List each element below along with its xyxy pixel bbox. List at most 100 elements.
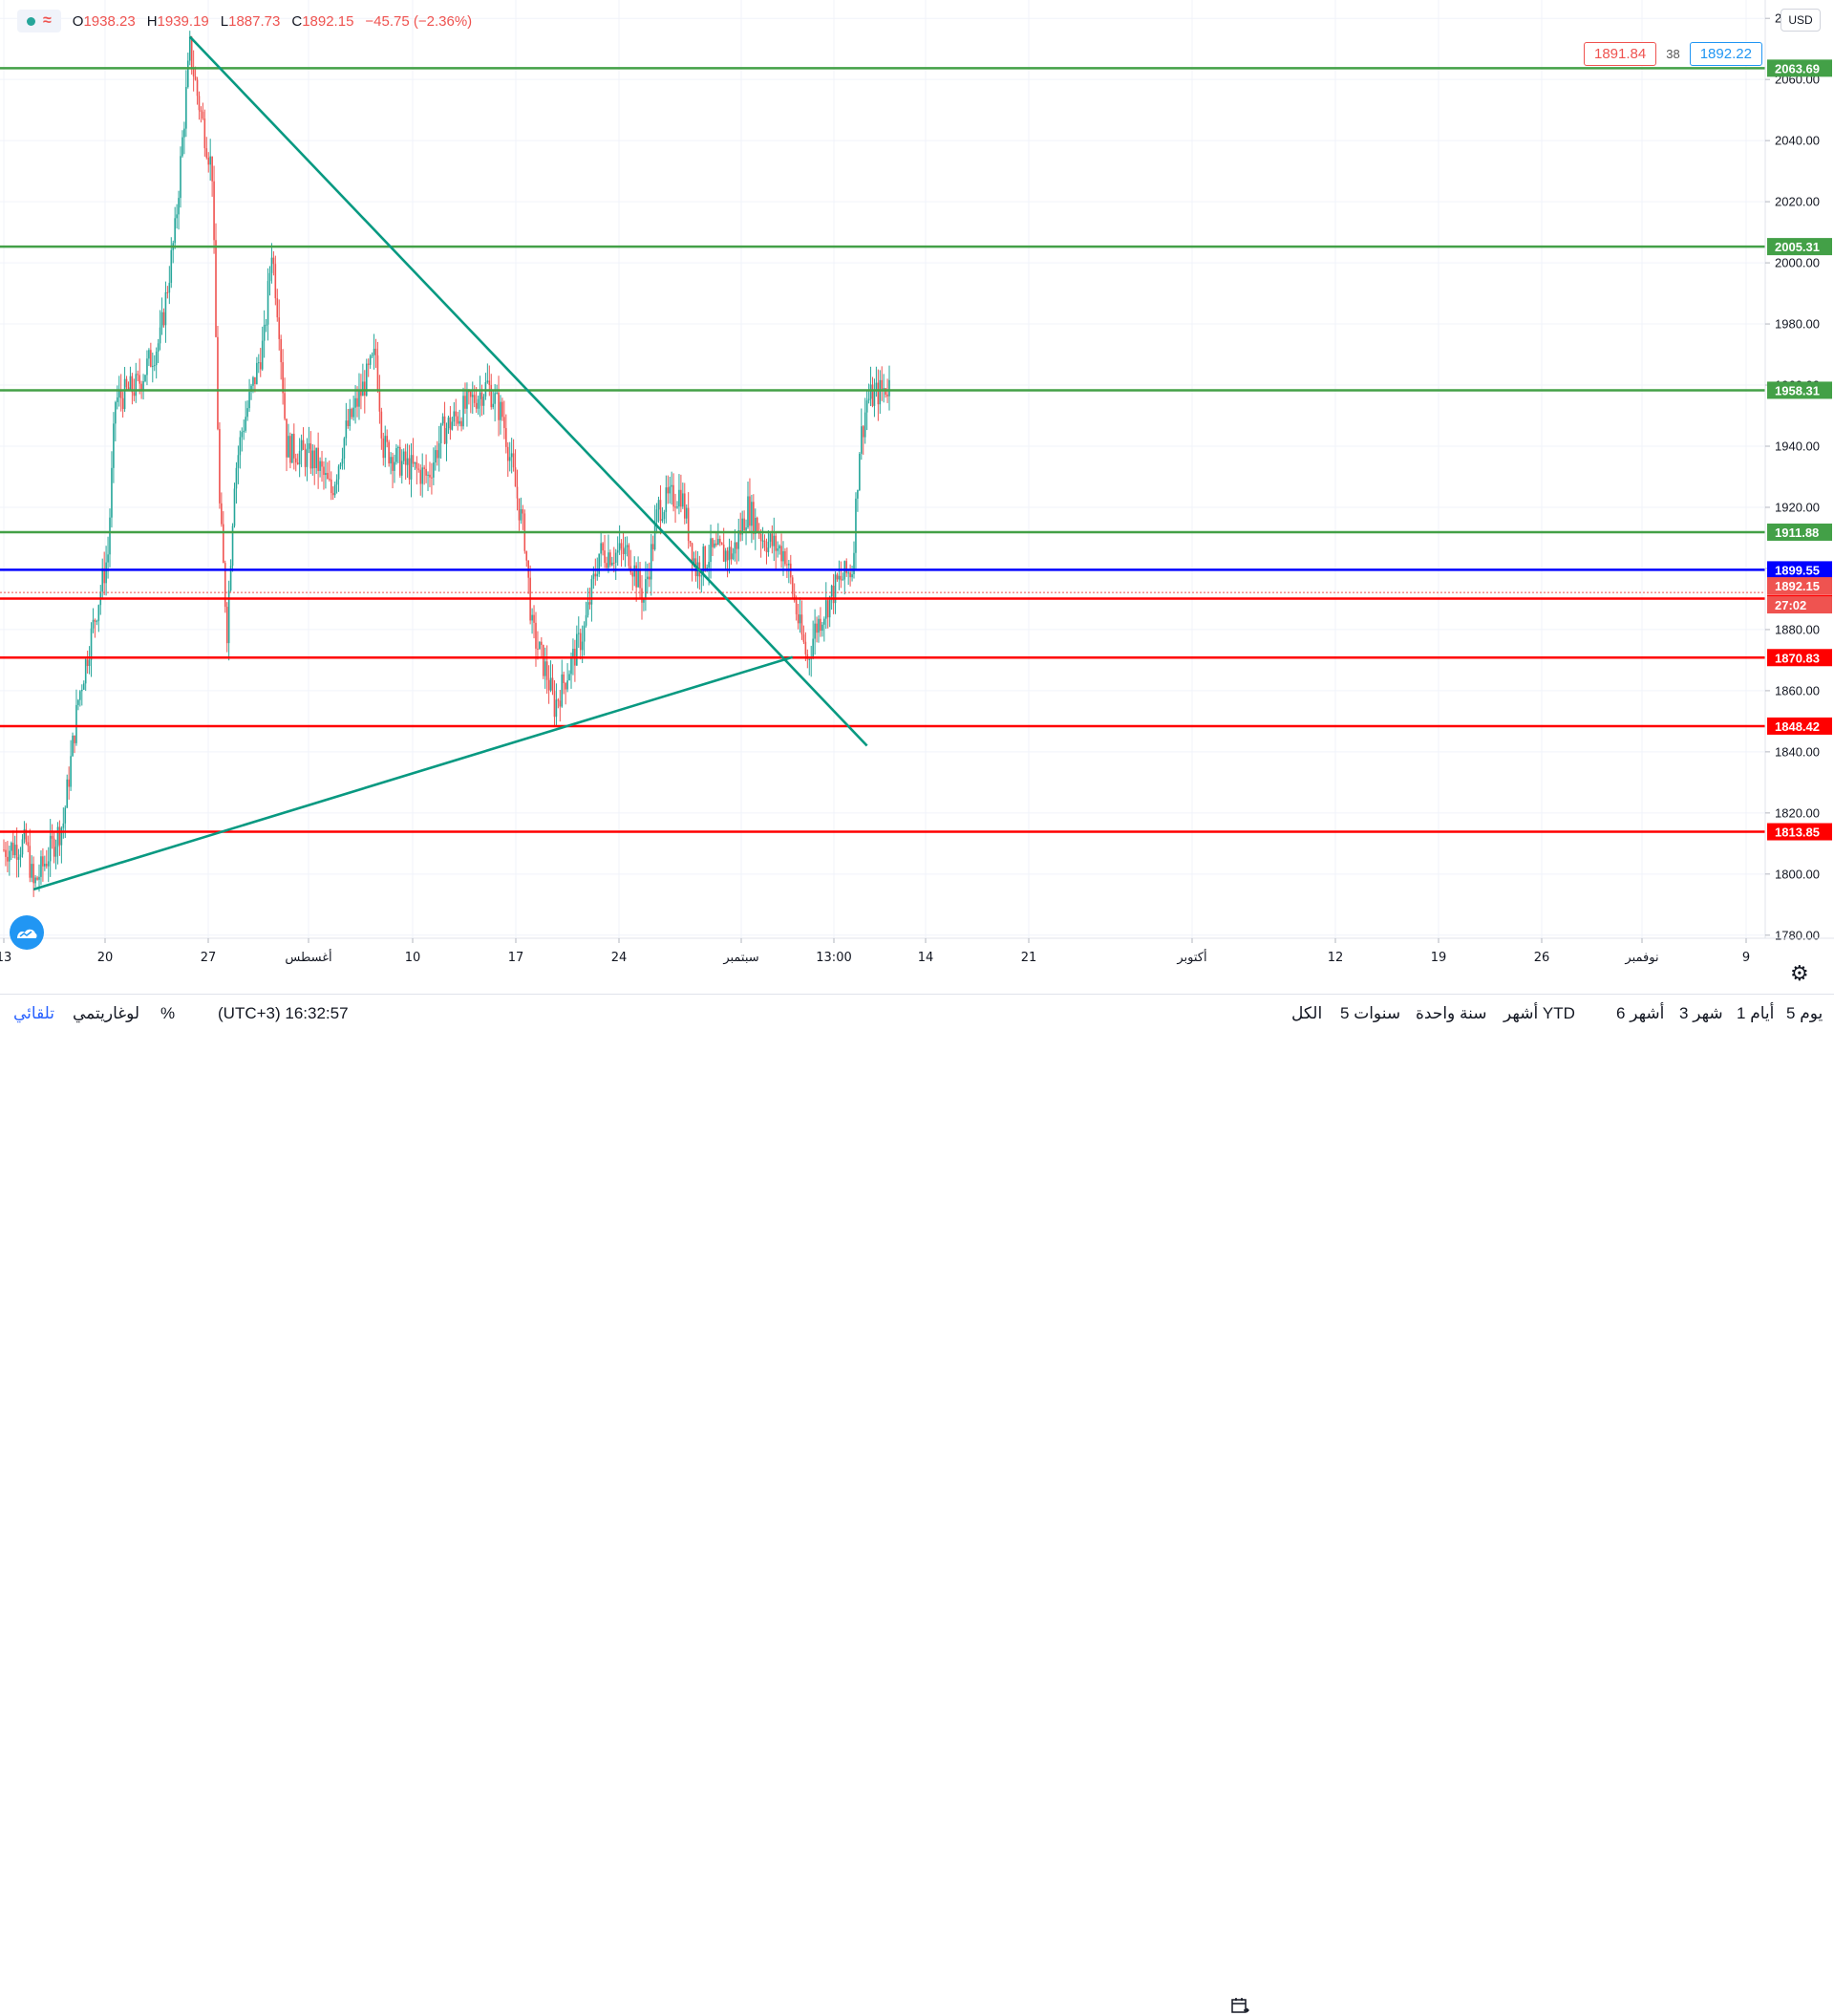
candle-body: [600, 543, 602, 554]
range-ytd[interactable]: أشهر YTD: [1503, 1004, 1575, 1022]
time-axis[interactable]: 13 20 27 أغسطس 10 17 24 سبتمبر 13:00 14 21 أكتوبر 12…: [0, 937, 1834, 965]
candle-body: [408, 458, 411, 480]
level-tag-1870.83[interactable]: 1870.83: [1775, 651, 1820, 665]
range-5d[interactable]: يوم 5: [1786, 1004, 1823, 1022]
dot-icon[interactable]: [27, 16, 35, 26]
level-tag-1958.31-bg[interactable]: [1767, 381, 1832, 399]
candle-body: [651, 544, 654, 550]
level-tag-1899.55[interactable]: 1899.55: [1775, 563, 1820, 577]
candle-body: [799, 614, 801, 624]
candle-body: [72, 735, 74, 757]
range-3m[interactable]: شهر 3: [1679, 1004, 1723, 1022]
candle-body: [557, 699, 560, 701]
legend-controls[interactable]: ≈: [17, 10, 61, 32]
range-1m[interactable]: أيام 1: [1737, 1004, 1775, 1022]
candle-body: [32, 864, 34, 884]
candle-body: [429, 474, 431, 478]
candle-body: [168, 282, 171, 293]
candle-body: [753, 502, 755, 534]
currency-button[interactable]: USD: [1781, 9, 1821, 32]
candle-body: [414, 461, 416, 464]
time-tick-label: 10: [405, 951, 421, 965]
candle-body: [66, 779, 69, 808]
price-tick-label: 1940.00: [1775, 440, 1820, 454]
candle-body: [291, 434, 293, 463]
candle-body: [726, 550, 729, 561]
candle-body: [471, 395, 474, 397]
trend-lines[interactable]: [32, 35, 868, 891]
range-6m[interactable]: أشهر 6: [1616, 1004, 1665, 1022]
trend-line-2[interactable]: [32, 655, 794, 891]
level-tag-2063.69[interactable]: 2063.69: [1775, 61, 1820, 75]
candle-body: [602, 543, 604, 551]
level-tag-1911.88-bg[interactable]: [1767, 523, 1832, 541]
price-tick-label: 1860.00: [1775, 683, 1820, 697]
candle-body: [563, 674, 565, 684]
candle-body: [724, 550, 727, 562]
level-tag-1813.85[interactable]: 1813.85: [1775, 826, 1820, 840]
countdown-tag-bg[interactable]: [1767, 596, 1832, 614]
candle-body: [436, 450, 438, 459]
candle-body: [869, 384, 872, 399]
countdown-tag[interactable]: 27:02: [1775, 598, 1806, 612]
level-tag-2063.69-bg[interactable]: [1767, 59, 1832, 77]
price-chart[interactable]: 1780.00 1800.00 1820.00 1840.00 1860.00 1880.…: [0, 0, 1834, 994]
candle-body: [886, 395, 888, 397]
settings-gear-icon[interactable]: ⚙: [1790, 961, 1809, 985]
range-5y[interactable]: 5 سنوات: [1340, 1004, 1401, 1022]
candle-body: [836, 574, 839, 580]
trend-line-1[interactable]: [188, 35, 868, 747]
candle-body: [11, 843, 14, 856]
timezone-clock[interactable]: (UTC+3) 16:32:57: [218, 1004, 349, 1022]
time-tick-label: سبتمبر: [722, 951, 758, 965]
log-scale-toggle[interactable]: لوغاريتمي: [73, 1004, 140, 1022]
candle-body: [741, 518, 743, 535]
last-price-tag-bg[interactable]: [1767, 577, 1832, 595]
auto-scale-toggle[interactable]: تلقائي: [13, 1004, 55, 1022]
candle-body: [131, 375, 134, 393]
range-1y[interactable]: سنة واحدة: [1416, 1004, 1487, 1022]
candle-body: [365, 363, 368, 396]
candle-body: [183, 128, 185, 138]
level-tag-1958.31[interactable]: 1958.31: [1775, 383, 1820, 397]
candle-body: [258, 362, 260, 364]
time-tick-label: 21: [1021, 951, 1037, 965]
candle-body: [80, 689, 83, 692]
level-tag-1813.85-bg[interactable]: [1767, 823, 1832, 841]
candle-body: [202, 111, 204, 118]
horizontal-levels[interactable]: [0, 67, 1765, 833]
bid-price[interactable]: 1891.84: [1584, 42, 1657, 66]
level-tag-1911.88[interactable]: 1911.88: [1775, 525, 1819, 540]
open-value: O1938.23: [72, 12, 136, 30]
level-tag-2005.31-bg[interactable]: [1767, 238, 1832, 256]
candle-body: [317, 447, 319, 471]
level-tag-2005.31[interactable]: 2005.31: [1775, 240, 1820, 254]
price-axis[interactable]: 1780.00 1800.00 1820.00 1840.00 1860.00 1880.…: [1764, 0, 1834, 942]
candle-body: [802, 634, 805, 642]
level-tag-1870.83-bg[interactable]: [1767, 649, 1832, 667]
calendar-range-icon[interactable]: [1229, 1995, 1250, 2016]
candle-body: [54, 847, 57, 857]
last-price-tag[interactable]: 1892.15: [1775, 579, 1820, 593]
candle-body: [804, 641, 807, 654]
candle-body: [653, 522, 656, 550]
candle-body: [648, 576, 650, 580]
ask-price[interactable]: 1892.22: [1689, 42, 1762, 66]
candle-body: [480, 392, 483, 406]
candle-body: [194, 76, 197, 80]
level-tag-1848.42-bg[interactable]: [1767, 717, 1832, 735]
candle-body: [395, 448, 397, 462]
candle-body: [58, 826, 61, 846]
level-tag-1899.55-bg[interactable]: [1767, 561, 1832, 579]
candle-body: [767, 541, 770, 552]
candle-body: [302, 440, 305, 450]
percent-scale-toggle[interactable]: %: [160, 1004, 176, 1022]
candle-body: [386, 436, 388, 442]
candle-body: [325, 472, 327, 476]
wave-icon[interactable]: ≈: [43, 12, 52, 29]
range-all[interactable]: الكل: [1291, 1004, 1323, 1022]
tradingview-logo-icon[interactable]: [10, 915, 44, 950]
candle-body: [616, 550, 619, 553]
level-tag-1848.42[interactable]: 1848.42: [1775, 719, 1820, 734]
candle-body: [313, 450, 316, 469]
